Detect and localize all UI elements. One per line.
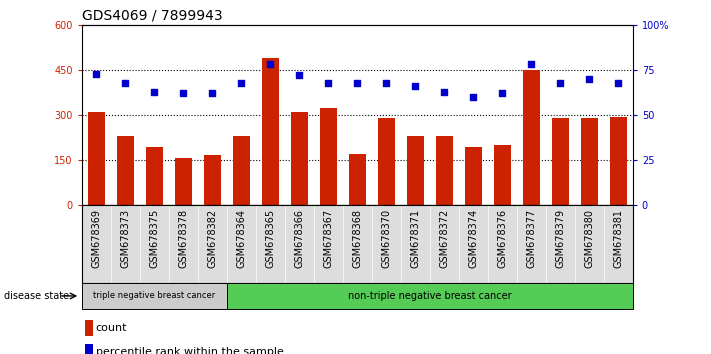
Point	[380, 80, 392, 85]
Bar	[85, 320, 93, 336]
Point	[352, 80, 363, 85]
Point	[439, 89, 450, 95]
Text: GSM678379: GSM678379	[555, 209, 565, 268]
Text: GSM678375: GSM678375	[149, 209, 159, 268]
Text: GSM678373: GSM678373	[120, 209, 130, 268]
Bar	[493, 145, 511, 205]
Point	[207, 91, 218, 96]
Text: GSM678368: GSM678368	[352, 209, 363, 268]
Bar	[464, 147, 482, 205]
Point	[496, 91, 508, 96]
Bar	[523, 70, 540, 205]
Bar	[348, 154, 366, 205]
Bar	[262, 58, 279, 205]
Point	[525, 62, 537, 67]
Bar	[436, 136, 453, 205]
Text: GSM678376: GSM678376	[497, 209, 507, 268]
Bar	[227, 283, 633, 309]
Text: percentile rank within the sample: percentile rank within the sample	[95, 347, 284, 354]
Point	[468, 94, 479, 100]
Text: GSM678381: GSM678381	[614, 209, 624, 268]
Bar	[232, 136, 250, 205]
Text: GSM678378: GSM678378	[178, 209, 188, 268]
Point	[149, 89, 160, 95]
Point	[178, 91, 189, 96]
Bar	[319, 108, 337, 205]
Point	[235, 80, 247, 85]
Text: GSM678377: GSM678377	[526, 209, 536, 268]
Bar	[407, 136, 424, 205]
Bar	[82, 283, 227, 309]
Point	[90, 71, 102, 76]
Text: GSM678364: GSM678364	[236, 209, 246, 268]
Text: GSM678370: GSM678370	[381, 209, 391, 268]
Bar	[85, 344, 93, 354]
Bar	[117, 136, 134, 205]
Text: GSM678380: GSM678380	[584, 209, 594, 268]
Bar	[146, 147, 163, 205]
Point	[323, 80, 334, 85]
Text: GSM678366: GSM678366	[294, 209, 304, 268]
Text: GSM678372: GSM678372	[439, 209, 449, 268]
Text: disease state: disease state	[4, 291, 69, 301]
Text: GSM678365: GSM678365	[265, 209, 275, 268]
Bar	[175, 158, 192, 205]
Text: triple negative breast cancer: triple negative breast cancer	[93, 291, 215, 301]
Text: GSM678374: GSM678374	[469, 209, 479, 268]
Text: non-triple negative breast cancer: non-triple negative breast cancer	[348, 291, 512, 301]
Bar	[552, 118, 569, 205]
Point	[584, 76, 595, 82]
Point	[555, 80, 566, 85]
Point	[294, 73, 305, 78]
Text: GSM678369: GSM678369	[91, 209, 101, 268]
Point	[613, 80, 624, 85]
Point	[119, 80, 131, 85]
Text: GSM678371: GSM678371	[410, 209, 420, 268]
Text: GSM678367: GSM678367	[324, 209, 333, 268]
Bar	[87, 112, 105, 205]
Bar	[581, 118, 598, 205]
Text: count: count	[95, 323, 127, 333]
Bar	[378, 118, 395, 205]
Point	[264, 62, 276, 67]
Text: GDS4069 / 7899943: GDS4069 / 7899943	[82, 8, 223, 22]
Point	[410, 83, 421, 89]
Bar	[609, 116, 627, 205]
Bar	[203, 155, 221, 205]
Bar	[291, 112, 308, 205]
Text: GSM678382: GSM678382	[208, 209, 218, 268]
